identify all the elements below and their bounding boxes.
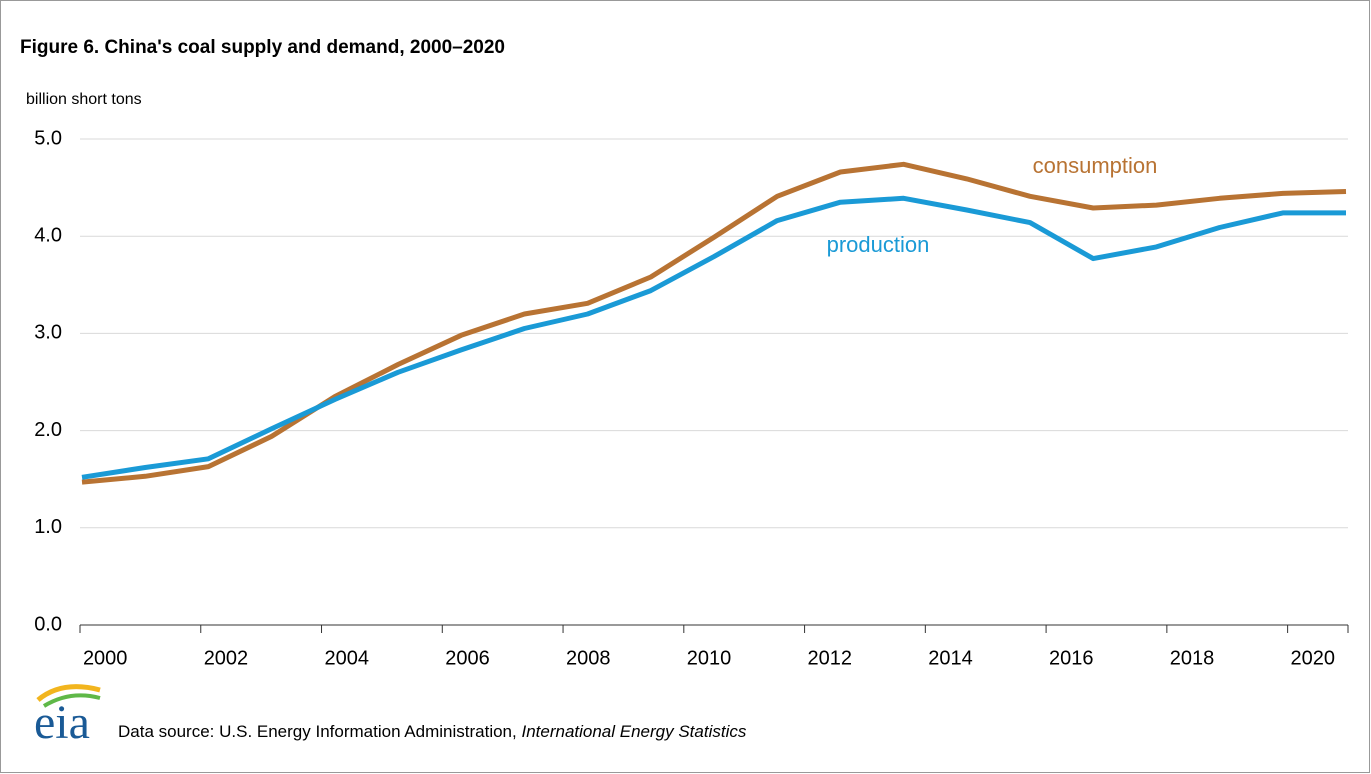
source-text: Data source: U.S. Energy Information Adm… [118, 722, 521, 741]
x-tick-label: 2006 [445, 647, 490, 669]
x-tick-label: 2004 [324, 647, 369, 669]
x-tick-label: 2016 [1049, 647, 1094, 669]
y-tick-label: 5.0 [34, 127, 62, 149]
y-tick-label: 2.0 [34, 419, 62, 441]
x-tick-label: 2008 [566, 647, 611, 669]
logo: eia [34, 684, 101, 749]
y-tick-label: 4.0 [34, 224, 62, 246]
x-tick-label: 2000 [83, 647, 128, 669]
x-tick-label: 2020 [1291, 647, 1336, 669]
logo-arc [36, 684, 101, 702]
y-tick-label: 0.0 [34, 613, 62, 635]
logo-arc [42, 693, 101, 708]
y-tick-label: 3.0 [34, 322, 62, 344]
x-tick-label: 2002 [204, 647, 249, 669]
y-tick-label: 1.0 [34, 516, 62, 538]
x-tick-label: 2010 [687, 647, 732, 669]
series-label: production [827, 232, 930, 257]
y-axis-label: billion short tons [26, 91, 142, 108]
data-line [81, 161, 1347, 485]
data-line [81, 195, 1346, 480]
chart-title: Figure 6. China's coal supply and demand… [20, 37, 505, 58]
source-title: International Energy Statistics [521, 722, 746, 741]
series-label: consumption [1033, 153, 1158, 178]
source-note: Data source: U.S. Energy Information Adm… [118, 722, 747, 741]
x-tick-label: 2018 [1170, 647, 1215, 669]
logo-text: eia [34, 696, 90, 749]
x-tick-label: 2014 [928, 647, 973, 669]
x-tick-label: 2012 [808, 647, 853, 669]
